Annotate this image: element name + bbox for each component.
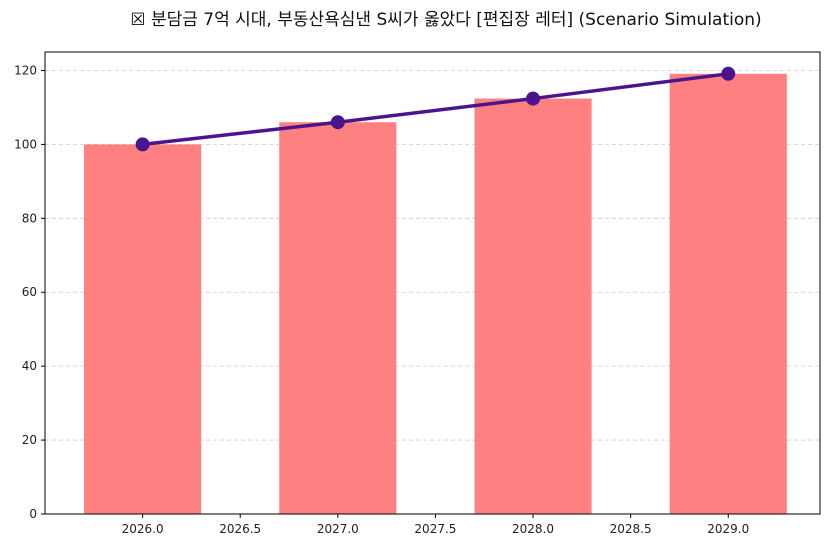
- line-point: [526, 91, 541, 106]
- x-tick-label: 2026.5: [219, 522, 261, 536]
- y-tick-label: 80: [22, 211, 37, 225]
- y-tick-label: 120: [14, 63, 37, 77]
- chart-title: ☒ 분담금 7억 시대, 부동산욕심낸 S씨가 옳았다 [편집장 레터] (Sc…: [130, 10, 761, 30]
- line-series: [142, 72, 729, 147]
- bar: [669, 73, 787, 514]
- line-point: [330, 115, 345, 130]
- axis-layer: 0 20 40 60 80 100 120 2026.0 2026.5 2027.0 2027.5 2…: [14, 51, 821, 536]
- line-layer: [135, 66, 736, 152]
- x-tick-label: 2027.0: [317, 522, 359, 536]
- y-tick-label: 60: [22, 285, 37, 299]
- x-tick-label: 2028.0: [512, 522, 554, 536]
- x-tick-label: 2027.5: [414, 522, 456, 536]
- line-point: [135, 137, 150, 152]
- line-point: [721, 66, 736, 81]
- y-tick-label: 100: [14, 137, 37, 151]
- bar-layer: [84, 73, 787, 514]
- y-tick-label: 0: [29, 507, 37, 521]
- x-tick-label: 2028.5: [610, 522, 652, 536]
- bar: [84, 144, 202, 514]
- y-tick-label: 20: [22, 433, 37, 447]
- bar: [474, 98, 592, 514]
- x-tick-label: 2029.0: [707, 522, 749, 536]
- x-tick-label: 2026.0: [122, 522, 164, 536]
- y-tick-label: 40: [22, 359, 37, 373]
- bar: [279, 122, 397, 514]
- plot-frame: [44, 51, 821, 515]
